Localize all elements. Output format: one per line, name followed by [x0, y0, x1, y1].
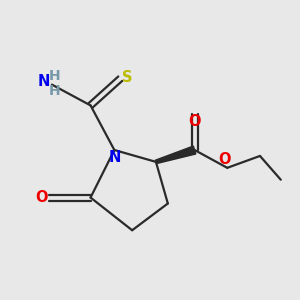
- Text: N: N: [38, 74, 50, 89]
- Text: H: H: [49, 84, 61, 98]
- Text: O: O: [35, 190, 48, 205]
- Text: H: H: [49, 69, 61, 83]
- Text: O: O: [218, 152, 231, 167]
- Text: N: N: [108, 150, 121, 165]
- Polygon shape: [155, 146, 196, 164]
- Text: S: S: [122, 70, 132, 85]
- Text: O: O: [188, 114, 201, 129]
